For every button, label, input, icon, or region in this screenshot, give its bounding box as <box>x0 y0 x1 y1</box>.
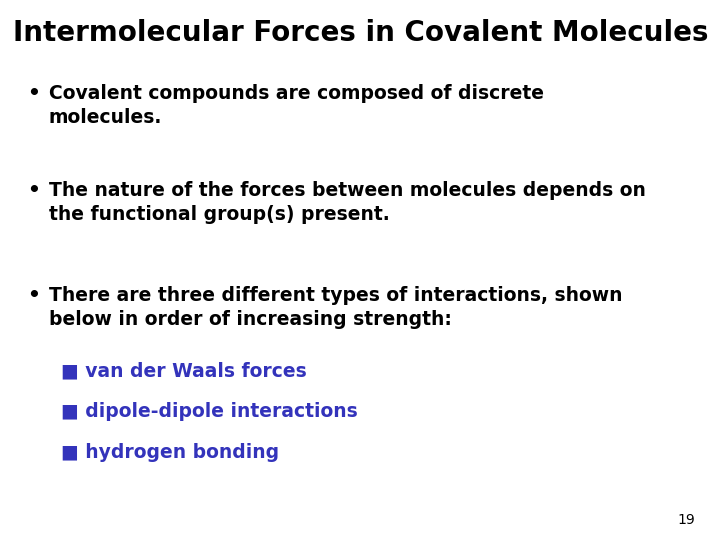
Text: ■ van der Waals forces: ■ van der Waals forces <box>61 362 307 381</box>
Text: The nature of the forces between molecules depends on
the functional group(s) pr: The nature of the forces between molecul… <box>49 181 646 224</box>
Text: 19: 19 <box>677 512 695 526</box>
Text: ■ dipole-dipole interactions: ■ dipole-dipole interactions <box>61 402 358 421</box>
Text: ■ hydrogen bonding: ■ hydrogen bonding <box>61 443 279 462</box>
Text: Covalent compounds are composed of discrete
molecules.: Covalent compounds are composed of discr… <box>49 84 544 127</box>
Text: •: • <box>27 286 40 305</box>
Text: •: • <box>27 181 40 200</box>
Text: There are three different types of interactions, shown
below in order of increas: There are three different types of inter… <box>49 286 623 329</box>
Text: •: • <box>27 84 40 103</box>
Text: Intermolecular Forces in Covalent Molecules: Intermolecular Forces in Covalent Molecu… <box>13 19 708 47</box>
